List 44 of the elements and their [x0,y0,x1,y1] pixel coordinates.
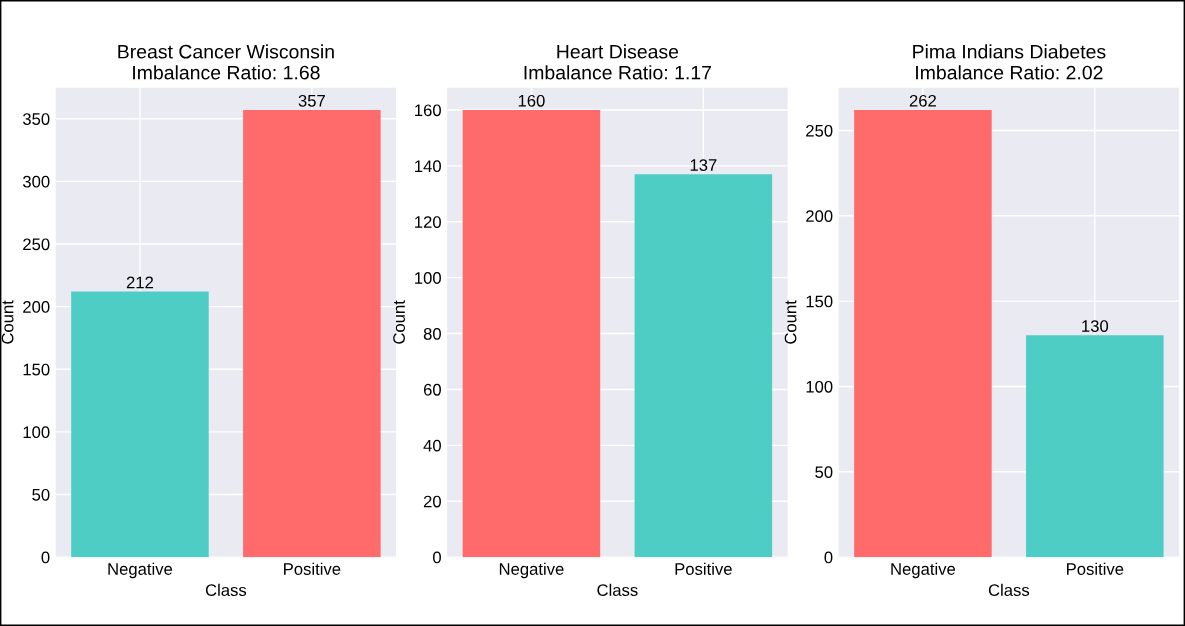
x-axis-title: Class [597,583,638,597]
data-label: 212 [126,276,154,289]
x-tick-label: Negative [499,562,564,579]
y-tick-label: 140 [415,160,441,173]
chart-title: Pima Indians Diabetes Imbalance Ratio: 2.02 [913,44,1106,80]
chart-title: Heart Disease Imbalance Ratio: 1.17 [524,44,711,80]
y-tick-label: 50 [815,466,833,479]
y-tick-label: 200 [23,301,50,313]
y-tick-label: 60 [423,383,441,396]
x-tick-label: Negative [108,562,173,579]
y-tick-label: 300 [22,175,50,188]
y-tick-label: 0 [824,551,833,564]
data-label: 130 [1082,320,1109,332]
y-axis-title: Count [1,300,14,344]
chart-title: Breast Cancer Wisconsin Imbalance Ratio: 1.68 [118,44,334,80]
y-tick-label: 150 [806,295,833,308]
y-axis-title: Count [393,300,405,344]
data-label: 262 [909,94,936,107]
y-tick-label: 150 [23,363,50,376]
y-tick-label: 160 [415,104,441,117]
y-tick-label: 100 [415,272,441,284]
y-tick-label: 350 [22,113,50,125]
y-tick-label: 250 [806,124,833,137]
data-label: 357 [298,94,325,107]
x-axis-title: Class [205,583,247,597]
y-tick-label: 50 [32,488,50,501]
y-tick-label: 20 [423,495,441,508]
y-axis-title: Count [784,300,797,344]
x-axis-title: Class [988,583,1030,597]
y-tick-label: 120 [415,216,441,228]
x-tick-label: Positive [675,562,732,575]
y-tick-label: 80 [423,327,441,340]
y-tick-label: 250 [23,238,50,251]
x-tick-label: Negative [891,562,956,579]
y-tick-label: 100 [23,426,50,439]
y-tick-label: 0 [41,551,50,564]
data-label: 160 [518,94,545,107]
y-tick-label: 0 [433,551,441,564]
x-tick-label: Positive [1067,562,1124,575]
y-tick-label: 40 [423,439,441,452]
y-tick-label: 200 [806,210,833,223]
data-label: 137 [690,159,717,171]
y-tick-label: 100 [806,380,833,393]
x-tick-label: Positive [284,562,341,575]
